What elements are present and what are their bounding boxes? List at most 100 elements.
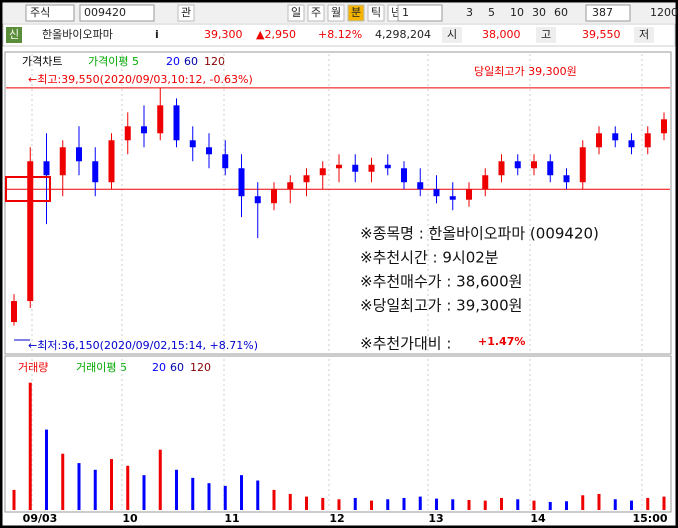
x-label: 14 [530, 512, 546, 525]
x-label: 09/03 [23, 512, 58, 525]
legend-item: 가격이평 5 [88, 55, 139, 68]
interval[interactable]: 30 [532, 6, 546, 19]
note: ※추천가대비 : [360, 335, 451, 353]
volume-bar [321, 497, 325, 510]
volume-bar [240, 475, 243, 510]
volume-bar [77, 463, 81, 510]
count2: 1200 [650, 6, 678, 19]
low-note: ←최저:36,150(2020/09/02,15:14, +8.71%) [28, 339, 258, 352]
volume-legend-item: 20 [152, 361, 166, 374]
candle-body [368, 164, 375, 172]
volume-bar [467, 499, 471, 510]
count: 387 [592, 6, 613, 19]
gain: +1.47% [478, 335, 525, 348]
x-label: 10 [122, 512, 138, 525]
volume-bar [305, 496, 308, 510]
volume-bar [223, 485, 227, 510]
tab-button[interactable] [177, 4, 195, 22]
interval[interactable]: 5 [488, 6, 495, 19]
candle-body [563, 175, 570, 183]
candle-body [417, 182, 424, 190]
volume-bar [191, 477, 195, 510]
high-note: ←최고:39,550(2020/09/03,10:12, -0.63%) [28, 73, 253, 86]
x-label: 13 [428, 512, 443, 525]
candle-body [579, 147, 586, 183]
open: 38,000 [482, 28, 521, 41]
volume: 4,298,204 [375, 28, 431, 41]
legend-item: 120 [204, 55, 225, 68]
tab-label: 관 [181, 6, 191, 19]
tab-label: 틱 [371, 6, 381, 19]
candle-body [238, 168, 245, 197]
interval[interactable]: 3 [466, 6, 473, 19]
info-icon[interactable]: i [155, 28, 159, 41]
market-select[interactable] [25, 4, 75, 22]
tab-button[interactable] [327, 4, 345, 22]
price-pane [4, 51, 672, 355]
legend-item: 가격차트 [22, 55, 62, 68]
volume-bar [435, 498, 438, 510]
candle-body [76, 147, 82, 162]
candle-body [319, 168, 326, 176]
volume-bar [93, 469, 97, 510]
change: ▲2,950 [256, 28, 296, 41]
high: 39,550 [582, 28, 621, 41]
high-label: 고 [541, 28, 551, 41]
tab-button[interactable] [367, 4, 385, 22]
volume-bar [500, 497, 503, 510]
info-bar [2, 23, 676, 47]
volume-bar [158, 449, 162, 510]
x-label: 11 [224, 512, 239, 525]
interval[interactable]: 10 [510, 6, 524, 19]
candle-body [352, 164, 359, 172]
volume-bar [12, 489, 16, 510]
candle-body [124, 126, 131, 141]
volume-bar [402, 497, 406, 510]
candle-body [547, 161, 554, 176]
legend-item: 20 [166, 55, 180, 68]
candle-body [596, 133, 602, 148]
tab-label: 분 [351, 6, 361, 19]
candle-body [271, 189, 277, 204]
candle-body [336, 164, 342, 169]
code-input[interactable] [79, 4, 155, 22]
volume-pane [4, 355, 672, 513]
candle-body [303, 175, 310, 183]
candle-body [433, 189, 440, 197]
count-input[interactable] [585, 4, 631, 22]
candle-body [628, 140, 635, 148]
stock-name: 한올바이오파마 [42, 28, 113, 41]
tab-button[interactable] [347, 4, 365, 22]
volume-bar [630, 500, 633, 510]
volume-legend-item: 120 [190, 361, 211, 374]
volume-bar [581, 495, 585, 510]
candle-body [206, 147, 212, 155]
candle-body [661, 119, 667, 134]
candle-body [644, 133, 651, 148]
legend-item: 60 [184, 55, 198, 68]
volume-bar [370, 500, 373, 510]
period-select[interactable] [397, 4, 443, 22]
volume-bar [532, 500, 536, 510]
candle-body [43, 161, 50, 176]
low-label-bg [634, 27, 654, 43]
volume-bar [613, 499, 617, 510]
note: ※종목명 : 한올바이오파마 (009420) [360, 225, 599, 243]
volume-bar [142, 475, 146, 510]
candle-body [27, 161, 34, 302]
period: 1 [402, 6, 409, 19]
candle-body [173, 105, 180, 141]
candle-body [449, 196, 456, 200]
tab-button[interactable] [307, 4, 325, 22]
candle-body [531, 161, 537, 169]
badge: 신 [9, 28, 19, 41]
price: 39,300 [204, 28, 243, 41]
tab-button[interactable] [287, 4, 305, 22]
high-label-bg [536, 27, 556, 43]
volume-bar [597, 493, 601, 510]
volume-bar [175, 469, 178, 510]
volume-bar [548, 501, 552, 510]
open-label-bg [442, 27, 462, 43]
interval[interactable]: 60 [554, 6, 568, 19]
